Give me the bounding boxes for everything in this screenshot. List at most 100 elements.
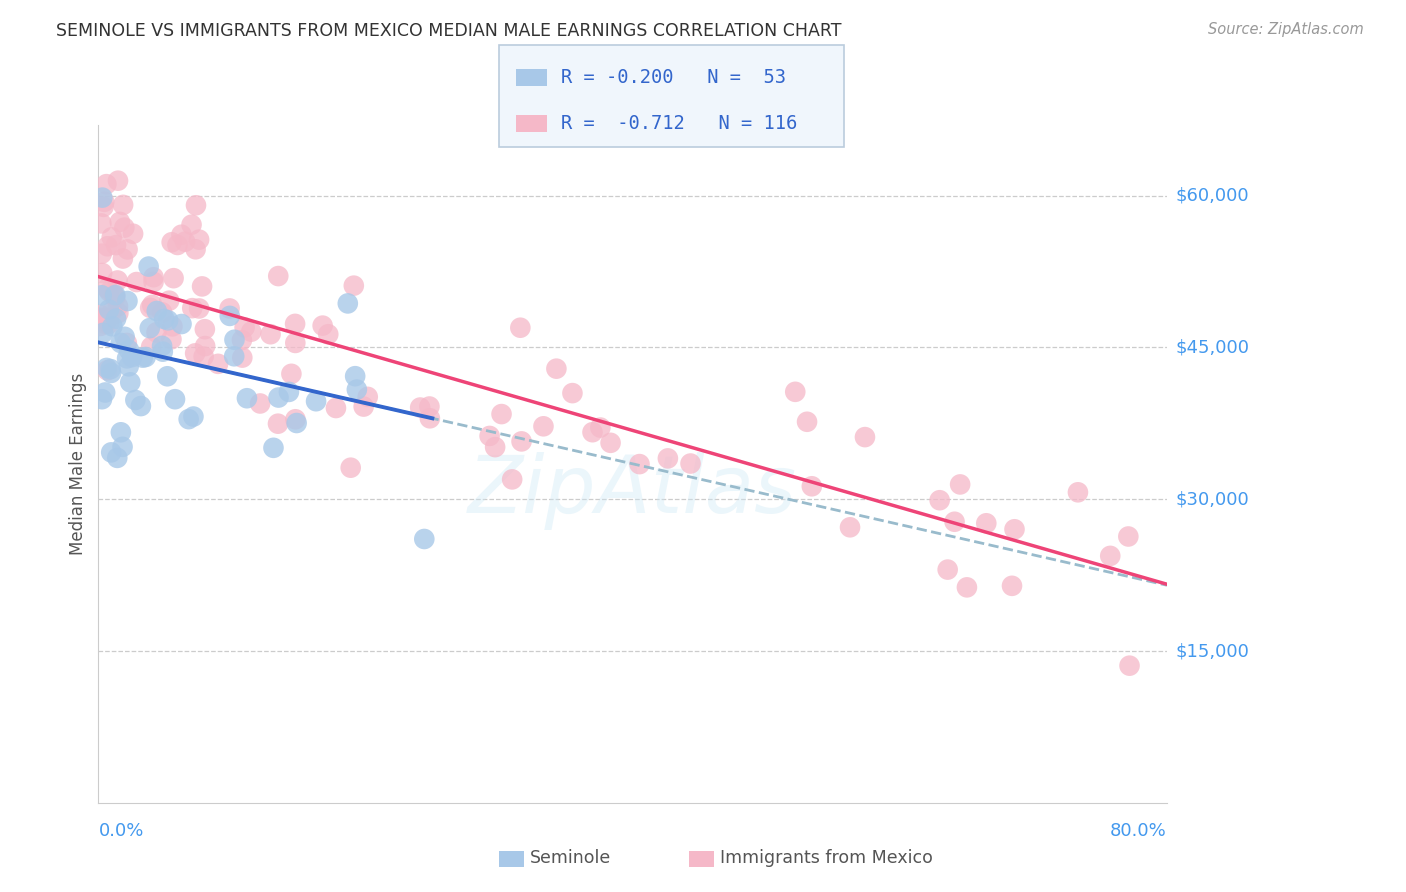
Point: [105, 238, 128, 252]
Point: [101, 319, 124, 334]
Point: [224, 349, 246, 363]
Point: [581, 425, 603, 440]
Point: [97, 317, 120, 331]
Point: [101, 303, 124, 318]
Point: [98, 285, 121, 299]
Point: [236, 391, 259, 405]
Point: [316, 327, 339, 342]
Point: [105, 311, 128, 326]
Point: [157, 293, 180, 308]
Point: [160, 332, 183, 346]
Point: [91, 392, 114, 407]
Text: R =  -0.712   N = 116: R = -0.712 N = 116: [561, 114, 797, 133]
Point: [121, 350, 143, 364]
Point: [325, 401, 347, 415]
Point: [90, 288, 112, 302]
Point: [142, 270, 165, 285]
Point: [90, 311, 112, 326]
Point: [153, 312, 176, 326]
Point: [93, 200, 115, 214]
Point: [181, 301, 204, 315]
Point: [117, 293, 139, 308]
Point: [125, 275, 148, 289]
Text: 0.0%: 0.0%: [98, 822, 143, 840]
Point: [105, 450, 128, 465]
Point: [138, 260, 160, 274]
Point: [599, 435, 621, 450]
Point: [100, 366, 122, 380]
Text: Seminole: Seminole: [530, 849, 612, 867]
Point: [956, 580, 979, 594]
Point: [533, 419, 555, 434]
Point: [103, 289, 125, 303]
Point: [150, 339, 173, 353]
Point: [107, 299, 129, 313]
Point: [284, 412, 307, 426]
Point: [110, 425, 132, 440]
Point: [546, 361, 568, 376]
Point: [183, 409, 205, 424]
Point: [839, 520, 862, 534]
Point: [263, 441, 285, 455]
Text: Immigrants from Mexico: Immigrants from Mexico: [720, 849, 932, 867]
Point: [311, 318, 333, 333]
Point: [510, 434, 533, 449]
Point: [112, 198, 135, 212]
Text: $60,000: $60,000: [1175, 186, 1249, 204]
Point: [561, 386, 583, 401]
Point: [107, 306, 129, 320]
Point: [357, 390, 380, 404]
Point: [305, 394, 328, 409]
Y-axis label: Median Male Earnings: Median Male Earnings: [69, 373, 87, 555]
Point: [180, 218, 202, 232]
Point: [194, 322, 217, 336]
Point: [104, 288, 127, 302]
Point: [163, 392, 186, 407]
Point: [94, 310, 117, 325]
Point: [118, 359, 141, 374]
Point: [193, 350, 215, 364]
Point: [1004, 522, 1026, 536]
Point: [1118, 658, 1140, 673]
Point: [418, 400, 440, 414]
Point: [484, 440, 506, 454]
Point: [94, 385, 117, 400]
Point: [491, 407, 513, 421]
Point: [413, 532, 436, 546]
Point: [501, 472, 523, 486]
Point: [184, 242, 207, 256]
Point: [267, 268, 290, 283]
Point: [122, 227, 145, 241]
Point: [409, 401, 432, 415]
Point: [231, 351, 253, 365]
Point: [160, 235, 183, 250]
Point: [679, 457, 702, 471]
Point: [170, 227, 193, 242]
Point: [132, 351, 155, 365]
Point: [1118, 529, 1140, 543]
Point: [974, 516, 997, 531]
Point: [111, 252, 134, 266]
Point: [184, 346, 207, 360]
Point: [115, 335, 138, 350]
Point: [157, 313, 180, 327]
Point: [145, 304, 167, 318]
Point: [231, 333, 253, 347]
Point: [353, 400, 375, 414]
Point: [657, 451, 679, 466]
Point: [96, 177, 118, 191]
Point: [120, 376, 142, 390]
Point: [943, 515, 966, 529]
Point: [96, 239, 118, 253]
Point: [628, 457, 651, 471]
Point: [218, 301, 240, 316]
Point: [188, 301, 211, 316]
Point: [135, 350, 157, 364]
Point: [96, 281, 118, 295]
Point: [94, 312, 117, 326]
Point: [509, 320, 531, 334]
Point: [1099, 549, 1122, 563]
Point: [589, 420, 612, 434]
Point: [94, 317, 117, 331]
Point: [115, 351, 138, 366]
